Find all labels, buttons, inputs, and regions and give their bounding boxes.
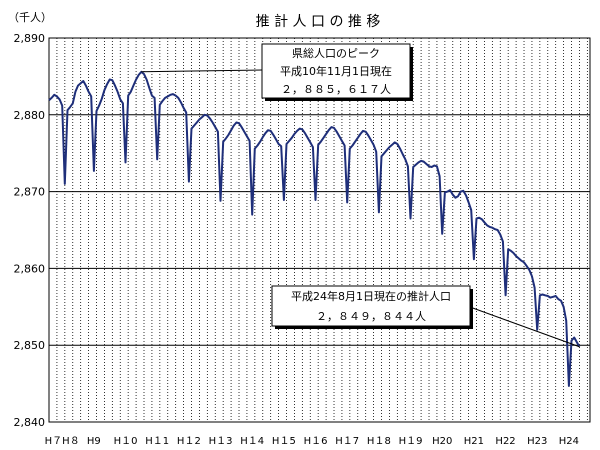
annotation-leader-line <box>469 306 580 348</box>
annotation-text: ２，８４９，８４４人 <box>316 310 426 323</box>
annotation-box <box>271 285 471 327</box>
axes: 2,890 2,880 2,870 2,860 2,850 2,840 H７H８ H9 H１0 H… <box>14 32 591 447</box>
x-tick-label: H１7 <box>335 436 359 447</box>
plot-frame <box>48 37 591 423</box>
x-tick-label: H７H８ <box>45 436 80 447</box>
x-tick-label: H23 <box>527 436 547 447</box>
x-tick-label: H22 <box>495 436 515 447</box>
annotation-text: 平成24年8月1日現在の推計人口 <box>291 289 451 303</box>
y-tick-label: 2,880 <box>14 109 46 122</box>
x-tick-label: H１3 <box>209 436 233 447</box>
x-tick-label: H１2 <box>177 436 201 447</box>
x-tick-label: H21 <box>464 436 484 447</box>
y-tick-label: 2,870 <box>14 186 46 199</box>
series-line <box>48 70 581 387</box>
y-tick-label: 2,850 <box>14 339 46 352</box>
x-tick-label: H１0 <box>114 436 138 447</box>
annotation-text: 県総人口のピーク <box>292 46 380 60</box>
annotation-text: ２，８８５，６１７人 <box>281 83 391 96</box>
chart-title: 推 計 人 口 の 推 移 <box>256 14 381 30</box>
y-axis-unit-label: （千人） <box>8 11 52 24</box>
x-tick-label: H１6 <box>304 436 328 447</box>
series-layer <box>48 70 581 387</box>
x-tick-label: H24 <box>559 436 579 447</box>
annotation-text: 平成10年11月1日現在 <box>280 64 392 78</box>
y-tick-label: 2,890 <box>14 32 46 45</box>
annotation-leader-line <box>141 69 263 73</box>
x-tick-label: H9 <box>87 436 101 447</box>
x-tick-label: H１4 <box>240 436 264 447</box>
x-tick-label: H20 <box>432 436 452 447</box>
y-tick-label: 2,840 <box>14 416 46 429</box>
x-tick-label: H１9 <box>399 436 423 447</box>
x-tick-label: H１5 <box>272 436 296 447</box>
y-tick-label: 2,860 <box>14 262 46 275</box>
x-tick-label: H１8 <box>367 436 391 447</box>
x-tick-label: H１1 <box>145 436 169 447</box>
annotation-box <box>261 43 411 99</box>
